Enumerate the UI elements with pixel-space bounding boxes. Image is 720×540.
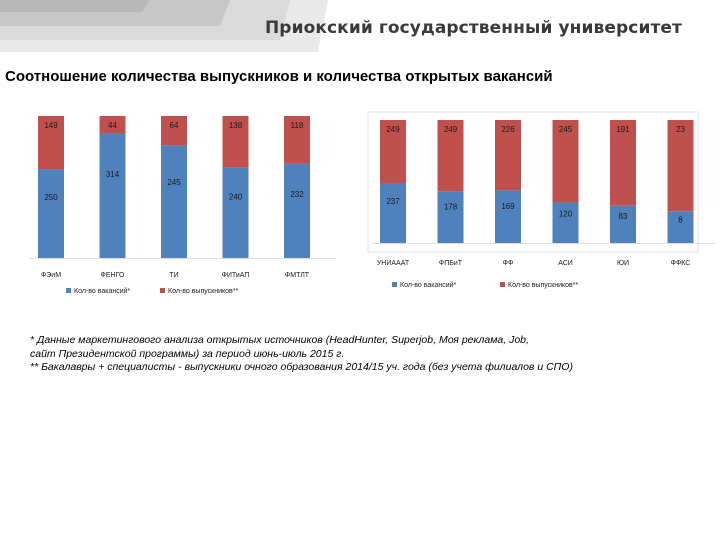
data-label-graduates: 64 — [170, 121, 179, 130]
bar-vacancies-1-5 — [284, 163, 310, 258]
bar-vacancies-2-5 — [610, 205, 636, 243]
bar-vacancies-1-3 — [161, 145, 187, 258]
data-label-vacancies: 250 — [44, 193, 58, 202]
data-label-graduates: 249 — [386, 125, 400, 134]
bar-graduates-2-2 — [437, 120, 464, 192]
legend-swatch — [160, 288, 165, 293]
data-label-graduates: 23 — [676, 125, 685, 134]
category-label: ФЕНГО — [101, 272, 125, 279]
bar-graduates-1-5 — [284, 116, 310, 164]
bar-graduates-1-1 — [38, 116, 64, 170]
footnotes: * Данные маркетингового анализа открытых… — [30, 334, 700, 375]
data-label-vacancies: 120 — [559, 210, 573, 219]
data-label-graduates: 149 — [44, 121, 58, 130]
data-label-vacancies: 83 — [619, 212, 628, 221]
category-label: ФЭиМ — [41, 272, 61, 279]
slide-title: Соотношение количества выпускников и кол… — [5, 68, 553, 85]
data-label-graduates: 191 — [616, 125, 630, 134]
legend-label: Кол-во вакансий* — [74, 287, 131, 295]
data-label-vacancies: 314 — [106, 170, 120, 179]
header-band: Приокский государственный университет — [0, 0, 720, 62]
data-label-graduates: 245 — [559, 125, 573, 134]
data-label-vacancies: 232 — [290, 190, 304, 199]
data-label-graduates: 138 — [229, 121, 243, 130]
data-label-vacancies: 240 — [229, 192, 243, 201]
category-label: ФФКС — [671, 260, 691, 267]
legend-label: Кол-во выпускников** — [508, 282, 578, 289]
category-label: УНИАААТ — [377, 260, 410, 267]
legend-swatch — [392, 282, 397, 287]
data-label-graduates: 118 — [291, 121, 304, 130]
data-label-graduates: 44 — [108, 121, 117, 130]
chart-2-frame — [367, 111, 699, 253]
data-label-vacancies: 169 — [501, 202, 515, 211]
bar-graduates-1-3 — [161, 116, 187, 146]
bar-vacancies-2-4 — [552, 202, 579, 243]
data-label-vacancies: 178 — [444, 203, 458, 212]
data-label-graduates: 249 — [444, 125, 458, 134]
data-label-vacancies: 237 — [386, 197, 400, 206]
bar-vacancies-1-4 — [222, 167, 249, 258]
legend-swatch — [500, 282, 505, 287]
bar-vacancies-1-2 — [99, 133, 126, 258]
footnote-line-3: ** Бакалавры + специалисты - выпускники … — [30, 361, 573, 373]
bar-vacancies-2-6 — [667, 211, 694, 243]
legend-label: Кол-во вакансий* — [400, 281, 457, 289]
data-label-vacancies: 245 — [167, 178, 181, 187]
category-label: ФФ — [503, 260, 514, 267]
university-name: Приокский государственный университет — [264, 18, 682, 38]
charts-area: 149 250 ФЭиМ 44 314 ФЕНГО 64 245 ТИ 138 240 ФИТиАП 1… — [30, 111, 715, 295]
category-label: ФПБиТ — [439, 260, 463, 267]
legend-swatch — [66, 288, 71, 293]
data-label-graduates: 226 — [501, 125, 515, 134]
bar-graduates-2-5 — [610, 120, 636, 206]
bar-graduates-2-4 — [552, 120, 579, 203]
header-stripes — [0, 0, 328, 52]
bar-graduates-2-1 — [380, 120, 406, 184]
category-label: ФИТиАП — [222, 272, 250, 279]
bar-graduates-1-4 — [222, 116, 249, 168]
bar-graduates-1-2 — [99, 116, 126, 134]
data-label-vacancies: 8 — [678, 215, 683, 224]
bar-vacancies-1-1 — [38, 169, 64, 258]
footnote-line-1: * Данные маркетингового анализа открытых… — [30, 334, 529, 346]
legend-label: Кол-во выпускников** — [168, 288, 238, 295]
bar-graduates-2-6 — [667, 120, 694, 212]
bar-graduates-2-3 — [495, 120, 521, 191]
category-label: АСИ — [558, 260, 573, 267]
bar-vacancies-2-3 — [495, 190, 521, 243]
category-label: ЮИ — [617, 260, 629, 267]
category-label: ФМТЛТ — [285, 272, 310, 279]
category-label: ТИ — [169, 272, 178, 279]
bar-vacancies-2-2 — [437, 191, 464, 243]
footnote-line-2: сайт Президентской программы) за период … — [30, 347, 345, 360]
bar-vacancies-2-1 — [380, 183, 406, 243]
